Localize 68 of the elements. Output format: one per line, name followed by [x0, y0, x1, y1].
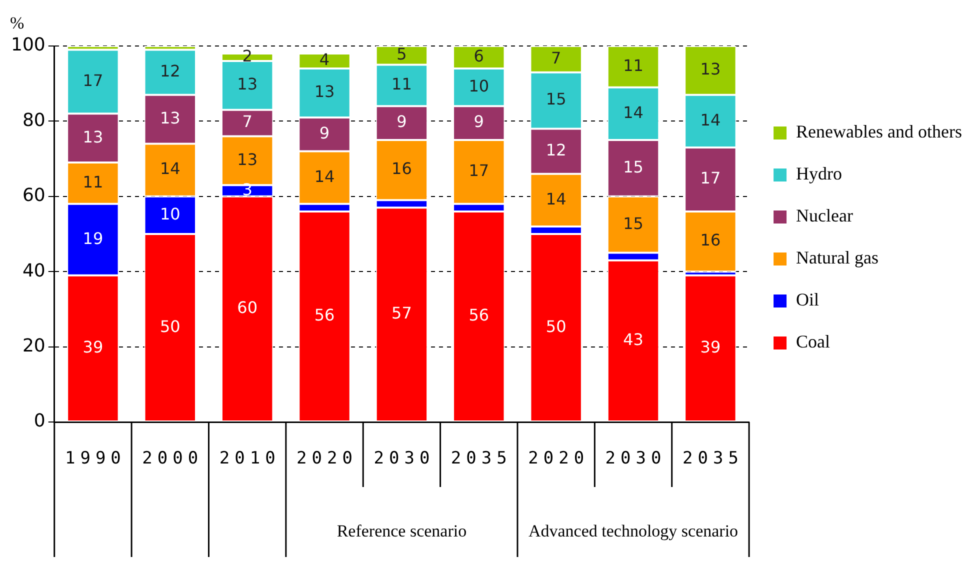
data-label: 39: [700, 338, 721, 357]
data-label: 10: [468, 76, 490, 96]
y-tick-label: 40: [22, 260, 46, 282]
y-tick-label: 100: [10, 34, 46, 56]
x-tick-label: 2030: [374, 448, 435, 468]
y-tick-label: 80: [22, 110, 46, 131]
y-tick-label: 0: [34, 410, 46, 432]
data-label: 57: [392, 304, 412, 323]
data-label: 56: [468, 306, 490, 325]
legend-label: Nuclear: [796, 206, 854, 226]
data-label: 11: [623, 56, 644, 75]
data-label: 50: [160, 316, 180, 336]
data-label: 13: [700, 60, 721, 79]
data-label: 6: [474, 46, 484, 66]
y-tick-label: 60: [22, 185, 46, 206]
data-label: 13: [82, 127, 104, 146]
data-label: 9: [319, 124, 330, 143]
data-label: 9: [396, 112, 407, 132]
data-label: 14: [700, 110, 721, 130]
data-label: 7: [242, 112, 252, 132]
data-label: 13: [314, 82, 335, 102]
text: Reference scenario: [336, 521, 467, 540]
data-label: 7: [550, 48, 562, 68]
data-label: 60: [237, 298, 258, 318]
data-label: 19: [82, 228, 104, 248]
legend-label: Coal: [796, 332, 830, 352]
data-label: 12: [160, 61, 180, 80]
data-label: 4: [319, 50, 330, 70]
data-label: 13: [160, 108, 180, 128]
data-label: 17: [82, 70, 104, 90]
data-label: 14: [160, 159, 180, 178]
y-axis-title: %: [10, 13, 24, 32]
x-tick-label: 2030: [605, 448, 666, 468]
data-label: 13: [237, 74, 258, 94]
text: Advanced technology scenario: [528, 521, 738, 540]
data-label: 5: [396, 44, 407, 64]
data-label: 16: [700, 230, 721, 250]
x-tick-label: 2010: [219, 448, 280, 468]
data-label: 15: [623, 157, 644, 176]
data-label: 14: [314, 166, 335, 186]
x-tick-label: 2000: [142, 448, 204, 468]
data-label: 17: [700, 168, 721, 188]
data-label: 13: [237, 150, 258, 169]
data-label: 15: [623, 214, 644, 233]
legend-label: Renewables and others: [796, 122, 962, 142]
data-label: 10: [160, 204, 180, 224]
legend-label: Natural gas: [796, 248, 879, 268]
data-label: 12: [546, 140, 566, 160]
data-label: 9: [474, 112, 484, 132]
data-label: 11: [82, 172, 104, 192]
data-label: 14: [623, 102, 644, 122]
x-tick-label: 1990: [64, 448, 126, 468]
data-label: 14: [546, 189, 566, 208]
data-label: 43: [623, 330, 644, 350]
data-label: 17: [468, 161, 490, 180]
data-label: 15: [546, 90, 566, 109]
x-tick-label: 2035: [450, 448, 512, 468]
x-tick-label: 2020: [296, 448, 358, 468]
x-tick-label: 2035: [682, 448, 744, 468]
legend-label: Oil: [796, 290, 820, 310]
data-label: 39: [82, 338, 104, 357]
data-label: 56: [314, 306, 335, 325]
y-tick-label: 20: [22, 335, 46, 356]
data-label: 16: [392, 159, 412, 178]
data-label: 11: [392, 74, 412, 94]
legend-label: Hydro: [796, 164, 842, 184]
x-tick-label: 2020: [528, 448, 590, 468]
data-label: 50: [546, 316, 566, 336]
